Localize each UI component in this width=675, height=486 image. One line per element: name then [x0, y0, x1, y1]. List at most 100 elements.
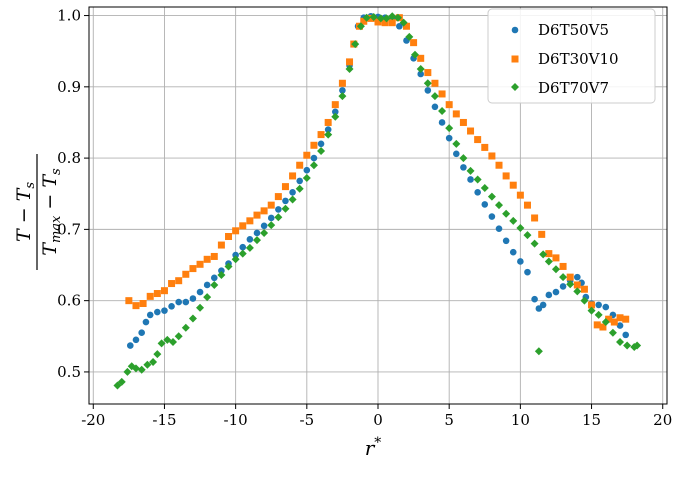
data-point	[143, 360, 152, 369]
series-1	[125, 14, 630, 331]
data-point	[345, 65, 354, 74]
legend-marker-circle	[511, 26, 519, 34]
data-point	[360, 17, 368, 25]
data-point	[217, 270, 226, 279]
svg-text:T − Ts: T − Ts	[13, 182, 38, 242]
data-point	[137, 365, 146, 374]
x-tick-label: 10	[511, 411, 530, 429]
data-point	[509, 216, 518, 225]
data-point	[331, 112, 340, 121]
data-point	[393, 13, 402, 22]
data-point	[168, 303, 175, 310]
data-point	[430, 92, 439, 101]
data-point	[616, 322, 624, 329]
series-2	[113, 12, 642, 390]
data-point	[411, 50, 420, 59]
x-tick-label: 15	[582, 411, 601, 429]
data-point	[117, 377, 126, 386]
data-point	[616, 337, 625, 346]
data-point	[196, 260, 204, 268]
y-tick-label: 1.0	[57, 7, 81, 25]
data-point	[416, 65, 425, 74]
data-point	[217, 241, 225, 249]
data-point	[431, 79, 439, 87]
legend-entry-0: D6T50V5	[511, 21, 609, 39]
data-point	[587, 306, 596, 315]
data-point	[474, 136, 482, 144]
data-point	[174, 332, 183, 341]
x-tick-label: -15	[152, 411, 176, 429]
data-point	[538, 230, 546, 238]
data-point	[467, 176, 474, 183]
data-point	[289, 189, 296, 196]
data-point	[623, 341, 632, 350]
plot-area	[113, 12, 642, 390]
data-point	[601, 318, 610, 327]
data-point	[573, 287, 582, 296]
data-point	[246, 217, 254, 225]
data-point	[189, 295, 197, 302]
data-point	[423, 79, 432, 88]
data-point	[524, 268, 531, 276]
data-point	[260, 228, 269, 237]
data-point	[369, 12, 378, 21]
data-point	[495, 225, 503, 232]
data-point	[302, 174, 311, 183]
x-tick-label: -20	[81, 411, 105, 429]
data-point	[339, 87, 346, 94]
data-point	[552, 288, 560, 296]
data-point	[488, 213, 496, 220]
data-point	[303, 151, 311, 159]
x-axis-label: r*	[365, 435, 382, 460]
data-point	[245, 243, 254, 252]
data-point	[168, 337, 177, 346]
legend-label-2: D6T70V7	[538, 79, 609, 97]
data-point	[267, 201, 275, 209]
data-point	[622, 331, 630, 339]
data-point	[196, 303, 205, 312]
data-point	[480, 184, 489, 193]
data-point	[331, 101, 339, 109]
data-point	[438, 107, 447, 116]
data-point	[573, 281, 581, 289]
legend-label-0: D6T50V5	[538, 21, 609, 39]
data-point	[146, 311, 154, 319]
data-point	[267, 221, 276, 230]
svg-text:r*: r*	[365, 435, 382, 460]
data-point	[149, 357, 158, 366]
data-point	[424, 87, 432, 94]
data-point	[402, 22, 410, 30]
data-point	[495, 161, 503, 169]
data-point	[203, 281, 211, 289]
data-point	[296, 177, 303, 185]
data-point	[309, 161, 318, 170]
y-tick-label: 0.5	[57, 363, 81, 381]
y-tick-label: 0.6	[57, 292, 81, 310]
data-point	[545, 250, 553, 258]
data-point	[445, 124, 454, 133]
data-point	[452, 110, 460, 118]
y-tick-label: 0.8	[57, 149, 81, 167]
data-point	[324, 118, 332, 126]
data-point	[474, 189, 481, 196]
data-point	[481, 143, 489, 151]
data-point	[559, 273, 568, 282]
x-tick-label: -5	[300, 411, 315, 429]
data-point	[580, 296, 589, 305]
data-point	[182, 270, 190, 278]
data-point	[552, 254, 560, 262]
data-point	[523, 231, 532, 240]
x-tick-label: 5	[444, 411, 454, 429]
data-point	[388, 19, 396, 27]
data-point	[473, 175, 482, 184]
data-point	[338, 79, 346, 87]
data-point	[275, 206, 282, 213]
data-point	[466, 166, 475, 175]
data-point	[210, 274, 218, 282]
data-point	[274, 193, 282, 201]
legend-marker-square	[511, 55, 519, 63]
data-point	[218, 267, 225, 275]
data-point	[453, 150, 460, 158]
data-point	[160, 287, 168, 295]
data-point	[488, 152, 496, 160]
